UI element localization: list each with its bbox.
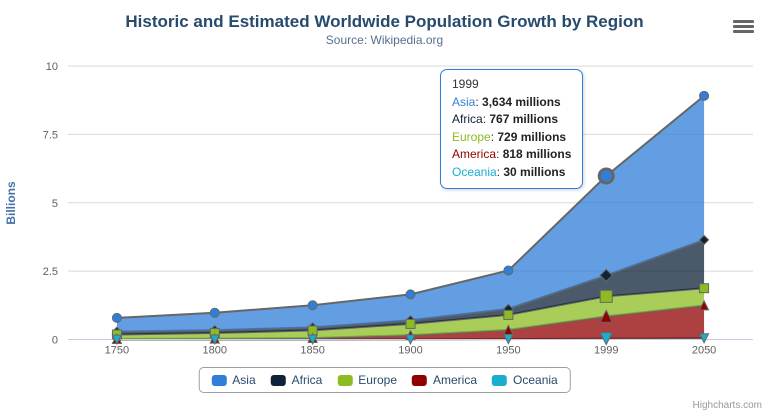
marker-asia-1900[interactable]: [405, 289, 416, 300]
marker-africa-1999[interactable]: [599, 268, 613, 283]
tooltip-header: 1999: [452, 77, 479, 91]
marker-asia-2050[interactable]: [699, 90, 710, 101]
tooltip-series-name: Africa: [452, 112, 483, 126]
marker-europe-2050[interactable]: [699, 283, 710, 294]
marker-europe-1999[interactable]: [599, 289, 613, 303]
marker-oceania-1850[interactable]: [307, 334, 318, 346]
tooltip-series-value: 818 millions: [502, 147, 572, 161]
x-tick-label: 1950: [496, 345, 520, 357]
marker-europe-1950[interactable]: [503, 309, 514, 320]
tooltip-row: Oceania: 30 millions: [452, 164, 566, 179]
area-africa[interactable]: [116, 239, 705, 335]
tooltip-series-value: 729 millions: [497, 129, 567, 144]
tooltip: 1999 Asia: 3,634 millions Africa: 767 mil…: [440, 69, 584, 189]
x-tick-label: 2050: [692, 345, 716, 357]
marker-oceania-1999[interactable]: [599, 332, 614, 346]
area-asia[interactable]: [116, 95, 705, 332]
marker-asia-1950[interactable]: [503, 265, 514, 276]
tooltip-series-name: Oceania: [452, 164, 497, 179]
tooltip-row: Africa: 767 millions: [452, 112, 559, 126]
hamburger-icon-bar: [733, 20, 754, 23]
tooltip-series-value: 767 millions: [489, 112, 559, 126]
y-tick-label: 7.5: [43, 129, 58, 141]
marker-asia-1800[interactable]: [209, 307, 220, 318]
marker-oceania-2050[interactable]: [698, 333, 710, 344]
area-america[interactable]: [116, 305, 705, 340]
marker-america-1999[interactable]: [599, 309, 614, 323]
legend-symbol-africa: [270, 374, 286, 386]
legend-item-america[interactable]: America: [412, 373, 477, 387]
x-tick-label: 1750: [105, 345, 129, 357]
legend-symbol-america: [412, 374, 428, 386]
tooltip-series-name: Asia: [452, 94, 476, 109]
legend-symbol-oceania: [492, 374, 508, 386]
legend-item-asia[interactable]: Asia: [211, 373, 256, 387]
tooltip-series-name: Europe: [452, 129, 491, 144]
tooltip-row: Europe: 729 millions: [452, 129, 567, 144]
legend-item-africa[interactable]: Africa: [270, 373, 323, 387]
legend-item-oceania[interactable]: Oceania: [492, 373, 558, 387]
y-axis-title: Billions: [4, 181, 18, 225]
x-tick-label: 1999: [594, 345, 618, 357]
legend-item-europe[interactable]: Europe: [337, 373, 397, 387]
tooltip-rows: Asia: 3,634 millions Africa: 767 millions…: [452, 94, 571, 182]
tooltip-series-value: 3,634 millions: [482, 94, 561, 109]
tooltip-row: America: 818 millions: [452, 147, 572, 161]
hamburger-icon-bar: [733, 25, 754, 28]
tooltip-series-value: 30 millions: [503, 164, 566, 179]
hamburger-icon-bar: [733, 30, 754, 33]
marker-america-2050[interactable]: [698, 299, 710, 311]
tooltip-row: Asia: 3,634 millions: [452, 94, 561, 109]
marker-asia-1999[interactable]: [597, 167, 615, 185]
tooltip-series-name: America: [452, 147, 497, 161]
chart-subtitle: Source: Wikipedia.org: [325, 33, 444, 47]
legend: Asia Africa Europe America Oceania: [198, 367, 571, 393]
marker-europe-1900[interactable]: [405, 318, 416, 329]
x-tick-label: 1850: [300, 345, 324, 357]
x-tick-label: 1800: [203, 345, 227, 357]
marker-oceania-1750[interactable]: [111, 334, 123, 346]
legend-symbol-europe: [337, 374, 353, 386]
marker-oceania-1950[interactable]: [503, 334, 514, 345]
context-menu-button[interactable]: [733, 20, 754, 33]
x-tick-label: 1900: [398, 345, 422, 357]
marker-asia-1850[interactable]: [307, 300, 318, 311]
y-tick-label: 5: [52, 198, 58, 210]
marker-oceania-1900[interactable]: [405, 334, 416, 345]
legend-item-label: Europe: [358, 373, 398, 387]
credits-link[interactable]: Highcharts.com: [692, 400, 762, 411]
marker-asia-1750[interactable]: [111, 312, 122, 323]
y-tick-label: 10: [46, 61, 58, 73]
legend-item-label: Asia: [232, 373, 256, 387]
marker-oceania-1800[interactable]: [209, 334, 221, 346]
chart-title: Historic and Estimated Worldwide Populat…: [125, 12, 644, 31]
legend-item-label: Africa: [291, 373, 323, 387]
marker-africa-2050[interactable]: [698, 234, 710, 246]
y-tick-label: 0: [52, 335, 58, 347]
legend-item-label: America: [433, 373, 478, 387]
legend-symbol-asia: [211, 374, 227, 386]
y-tick-label: 2.5: [43, 266, 58, 278]
legend-item-label: Oceania: [513, 373, 558, 387]
